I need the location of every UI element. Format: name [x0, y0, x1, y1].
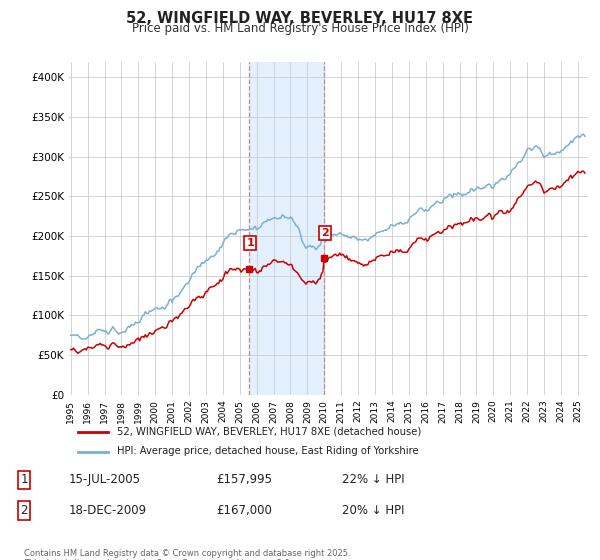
Text: HPI: Average price, detached house, East Riding of Yorkshire: HPI: Average price, detached house, East… — [116, 446, 418, 456]
Text: Contains HM Land Registry data © Crown copyright and database right 2025.
This d: Contains HM Land Registry data © Crown c… — [24, 549, 350, 560]
Text: 52, WINGFIELD WAY, BEVERLEY, HU17 8XE (detached house): 52, WINGFIELD WAY, BEVERLEY, HU17 8XE (d… — [116, 427, 421, 437]
Bar — [249, 62, 323, 395]
Text: Price paid vs. HM Land Registry's House Price Index (HPI): Price paid vs. HM Land Registry's House … — [131, 22, 469, 35]
Text: 2: 2 — [20, 504, 28, 517]
Text: 1: 1 — [20, 473, 28, 486]
Text: 2: 2 — [321, 228, 329, 238]
Text: 1: 1 — [247, 239, 254, 249]
Text: 22% ↓ HPI: 22% ↓ HPI — [342, 473, 404, 486]
Text: 20% ↓ HPI: 20% ↓ HPI — [342, 504, 404, 517]
Text: 52, WINGFIELD WAY, BEVERLEY, HU17 8XE: 52, WINGFIELD WAY, BEVERLEY, HU17 8XE — [127, 11, 473, 26]
Text: £157,995: £157,995 — [216, 473, 272, 486]
Text: 15-JUL-2005: 15-JUL-2005 — [69, 473, 141, 486]
Text: £167,000: £167,000 — [216, 504, 272, 517]
Text: 18-DEC-2009: 18-DEC-2009 — [69, 504, 147, 517]
